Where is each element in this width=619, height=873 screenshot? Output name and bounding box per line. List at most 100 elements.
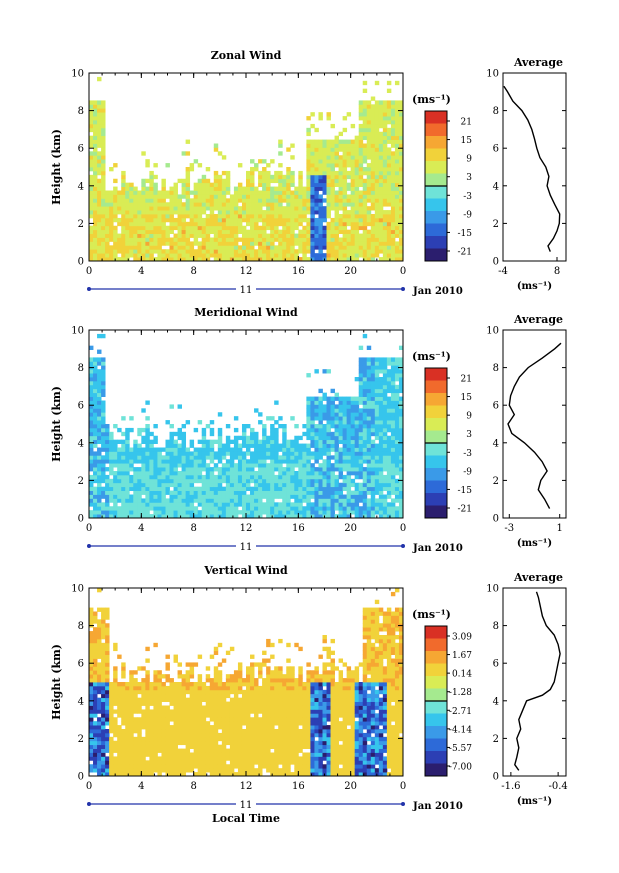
- heatmap-cell: [145, 427, 150, 433]
- heatmap-cell: [145, 435, 150, 441]
- heatmap-cell: [306, 482, 311, 488]
- heatmap-cell: [366, 388, 372, 394]
- heatmap-cell: [378, 163, 384, 168]
- heatmap-cell: [314, 451, 319, 456]
- heatmap-cell: [153, 756, 158, 761]
- heatmap-cell: [93, 131, 98, 137]
- heatmap-cell: [346, 471, 352, 476]
- heatmap-cell: [89, 510, 94, 515]
- heatmap-cell: [386, 210, 392, 215]
- heatmap-cell: [177, 202, 182, 207]
- heatmap-cell: [258, 467, 263, 472]
- heatmap-cell: [358, 249, 364, 254]
- heatmap-cell: [213, 490, 219, 495]
- heatmap-cell: [302, 459, 307, 464]
- heatmap-cell: [274, 233, 279, 238]
- heatmap-cell: [201, 225, 207, 231]
- heatmap-cell: [205, 202, 211, 207]
- heatmap-cell: [233, 474, 239, 480]
- heatmap-cell: [153, 257, 158, 262]
- heatmap-cell: [169, 474, 174, 480]
- heatmap-cell: [314, 194, 319, 199]
- heatmap-cell: [241, 431, 247, 437]
- heatmap-cell: [157, 685, 162, 691]
- heatmap-cell: [318, 510, 323, 515]
- heatmap-cell: [266, 482, 271, 488]
- heatmap-cell: [185, 170, 191, 176]
- heatmap-cell: [153, 206, 158, 211]
- heatmap-cell: [334, 139, 339, 144]
- heatmap-cell: [314, 163, 319, 168]
- heatmap-cell: [390, 482, 396, 488]
- heatmap-cell: [310, 190, 315, 195]
- heatmap-cell: [394, 163, 400, 168]
- heatmap-cell: [189, 257, 195, 262]
- heatmap-cell: [390, 155, 396, 160]
- heatmap-cell: [225, 210, 231, 215]
- heatmap-cell: [250, 510, 255, 515]
- heatmap-cell: [342, 494, 348, 499]
- profile-y-tick-label: 6: [493, 144, 499, 155]
- heatmap-cell: [334, 443, 339, 448]
- heatmap-cell: [254, 510, 259, 515]
- heatmap-cell: [129, 486, 134, 491]
- heatmap-cell: [250, 182, 255, 187]
- heatmap-cell: [374, 467, 380, 472]
- heatmap-cell: [370, 237, 376, 242]
- heatmap-cell: [173, 654, 178, 659]
- heatmap-cell: [386, 396, 392, 401]
- heatmap-cell: [225, 233, 231, 238]
- heatmap-cell: [109, 498, 114, 503]
- heatmap-cell: [97, 514, 102, 519]
- heatmap-cell: [109, 705, 114, 710]
- heatmap-cell: [334, 174, 339, 180]
- heatmap-cell: [173, 717, 178, 722]
- heatmap-cell: [221, 443, 227, 448]
- heatmap-cell: [141, 502, 146, 507]
- heatmap-cell: [278, 182, 283, 187]
- heatmap-cell: [262, 463, 267, 468]
- heatmap-cell: [310, 112, 315, 117]
- heatmap-cell: [310, 404, 315, 409]
- heatmap-cell: [109, 693, 114, 699]
- heatmap-cell: [109, 471, 114, 476]
- heatmap-cell: [125, 740, 130, 746]
- heatmap-cell: [89, 768, 94, 773]
- heatmap-cell: [101, 772, 106, 777]
- heatmap-cell: [165, 768, 170, 773]
- heatmap-cell: [374, 253, 380, 258]
- heatmap-cell: [93, 241, 98, 246]
- heatmap-cell: [390, 100, 396, 105]
- heatmap-cell: [398, 388, 404, 394]
- heatmap-cell: [310, 420, 315, 425]
- heatmap-cell: [193, 467, 199, 472]
- heatmap-cell: [113, 194, 118, 199]
- heatmap-cell: [382, 416, 388, 421]
- heatmap-cell: [250, 237, 255, 242]
- heatmap-cell: [390, 377, 396, 382]
- heatmap-cell: [310, 198, 315, 203]
- heatmap-cell: [274, 431, 279, 437]
- heatmap-cell: [121, 768, 126, 773]
- heatmap-cell: [310, 494, 315, 499]
- heatmap-cell: [161, 756, 166, 761]
- heatmap-cell: [161, 682, 166, 687]
- heatmap-cell: [181, 182, 187, 187]
- heatmap-cell: [362, 498, 368, 503]
- heatmap-cell: [217, 249, 223, 254]
- heatmap-cell: [354, 451, 360, 456]
- heatmap-cell: [290, 494, 295, 499]
- heatmap-cell: [342, 510, 348, 515]
- heatmap-cell: [390, 373, 396, 378]
- heatmap-cell: [93, 756, 98, 761]
- heatmap-cell: [390, 490, 396, 495]
- date-label: Jan 2010: [412, 543, 463, 554]
- heatmap-cell: [322, 459, 327, 464]
- heatmap-cell: [101, 143, 106, 148]
- heatmap-cell: [274, 253, 279, 258]
- heatmap-cell: [97, 225, 102, 231]
- heatmap-cell: [382, 147, 388, 152]
- heatmap-cell: [386, 131, 392, 137]
- heatmap-cell: [137, 682, 142, 687]
